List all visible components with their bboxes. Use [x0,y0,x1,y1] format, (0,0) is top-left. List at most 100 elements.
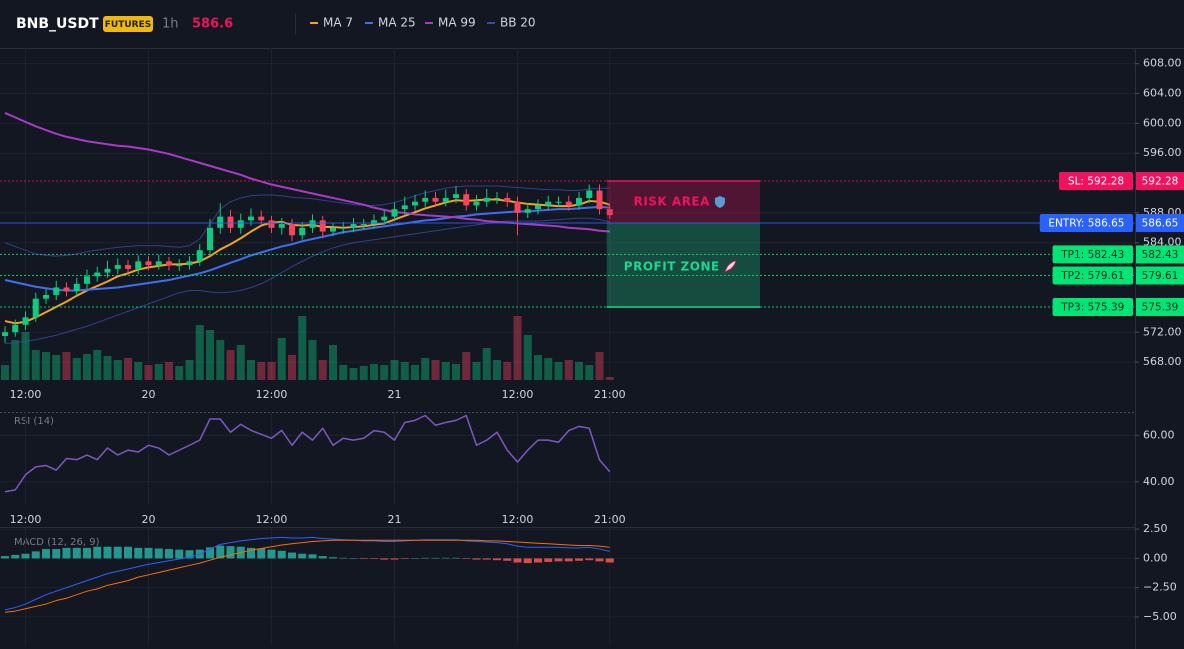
histogram-bar [144,547,153,559]
histogram-bar [308,554,317,559]
line-series [4,217,610,344]
y-tick-label: 0.00 [1143,551,1168,564]
histogram-bar [359,558,368,560]
volume-bar [503,362,512,380]
line-series [4,539,610,613]
level-tag [1052,245,1133,264]
candle-body [2,332,8,336]
axis-tag-text: 582.43 [1142,249,1179,261]
volume-bar [452,364,460,380]
axis-tag [1136,266,1184,285]
volume-bar [288,355,296,380]
histogram-bar [503,558,512,561]
candle-body [176,265,183,267]
candle-body [248,216,254,221]
candle-body [483,197,490,202]
volume-bar [359,366,368,380]
histogram-bar [411,558,419,559]
candle-body [381,216,388,221]
candle-body [43,294,49,299]
candle-body [309,220,316,228]
histogram-bar [441,557,450,559]
line-series [4,205,610,292]
histogram-bar [257,548,266,559]
candle-body [32,298,39,318]
histogram-bar [72,547,81,559]
histogram-bar [1,556,9,559]
histogram-bar [103,546,112,559]
x-tick-label: 21:00 [594,513,626,526]
histogram-bar [462,558,471,560]
level-tag [1052,266,1133,285]
candle-body [125,265,131,269]
volume-bar [42,352,50,380]
volume-bar [52,355,61,380]
volume-bar [236,345,245,380]
histogram-bar [298,553,307,559]
volume-bar [165,362,173,380]
histogram-bar [575,558,583,561]
candle-body [22,317,29,325]
candle-body [391,209,398,217]
candle-body [555,201,562,203]
histogram-bar [605,558,614,563]
level-tag-text: TP3: 575.39 [1060,301,1124,313]
histogram-bar [216,545,225,559]
y-tick-label: 2.50 [1143,522,1168,535]
candle-body [504,197,511,202]
volume-bar [421,358,430,380]
candle-body [12,324,19,333]
y-tick-label: 600.00 [1143,116,1182,129]
volume-bar [134,362,143,380]
candle-body [514,201,521,213]
volume-bar [595,352,604,380]
candle-body [104,268,111,273]
badge-text: FUTURES [105,20,151,30]
candle-body [268,220,275,228]
histogram-bar [493,558,501,561]
y-tick-label: 596.00 [1143,146,1182,159]
x-tick-label: 12:00 [10,388,42,401]
zone [606,180,760,223]
volume-bar [523,335,532,380]
histogram-bar [564,558,573,562]
volume-bar [195,325,204,380]
volume-bar [462,352,471,380]
histogram-bar [247,547,255,559]
candle-body [586,190,593,198]
histogram-bar [431,557,440,559]
y-tick-label: 568.00 [1143,355,1182,368]
candle-body [473,201,480,206]
x-tick-label: 21 [388,388,402,401]
panel-title: MACD (12, 26, 9) [14,537,100,548]
symbol: BNB_USDT [16,16,99,32]
volume-bar [31,350,40,380]
legend-label: MA 99 [438,16,476,30]
histogram-bar [329,557,337,559]
volume-bar [554,362,563,380]
volume-bar [472,362,481,380]
histogram-bar [134,547,143,559]
histogram-bar [421,557,430,559]
candle-body [237,220,244,228]
x-tick-label: 21:00 [594,388,626,401]
y-tick-label: 40.00 [1143,475,1175,488]
axis-tag [1136,213,1184,232]
volume-bar [544,358,553,380]
volume-bar [93,350,102,380]
histogram-bar [339,557,348,559]
histogram-bar [31,551,40,559]
axis-tag-text: 592.28 [1142,175,1179,187]
y-tick-label: 604.00 [1143,87,1182,100]
histogram-bar [21,553,30,559]
volume-bar [411,365,419,380]
volume-bar [277,338,286,380]
x-tick-label: 20 [142,513,156,526]
histogram-bar [390,558,399,560]
histogram-bar [154,548,163,559]
candle-body [186,261,193,266]
candle-body [422,197,429,202]
histogram-bar [52,549,61,559]
volume-bar [175,366,184,380]
candle-body [565,201,572,206]
